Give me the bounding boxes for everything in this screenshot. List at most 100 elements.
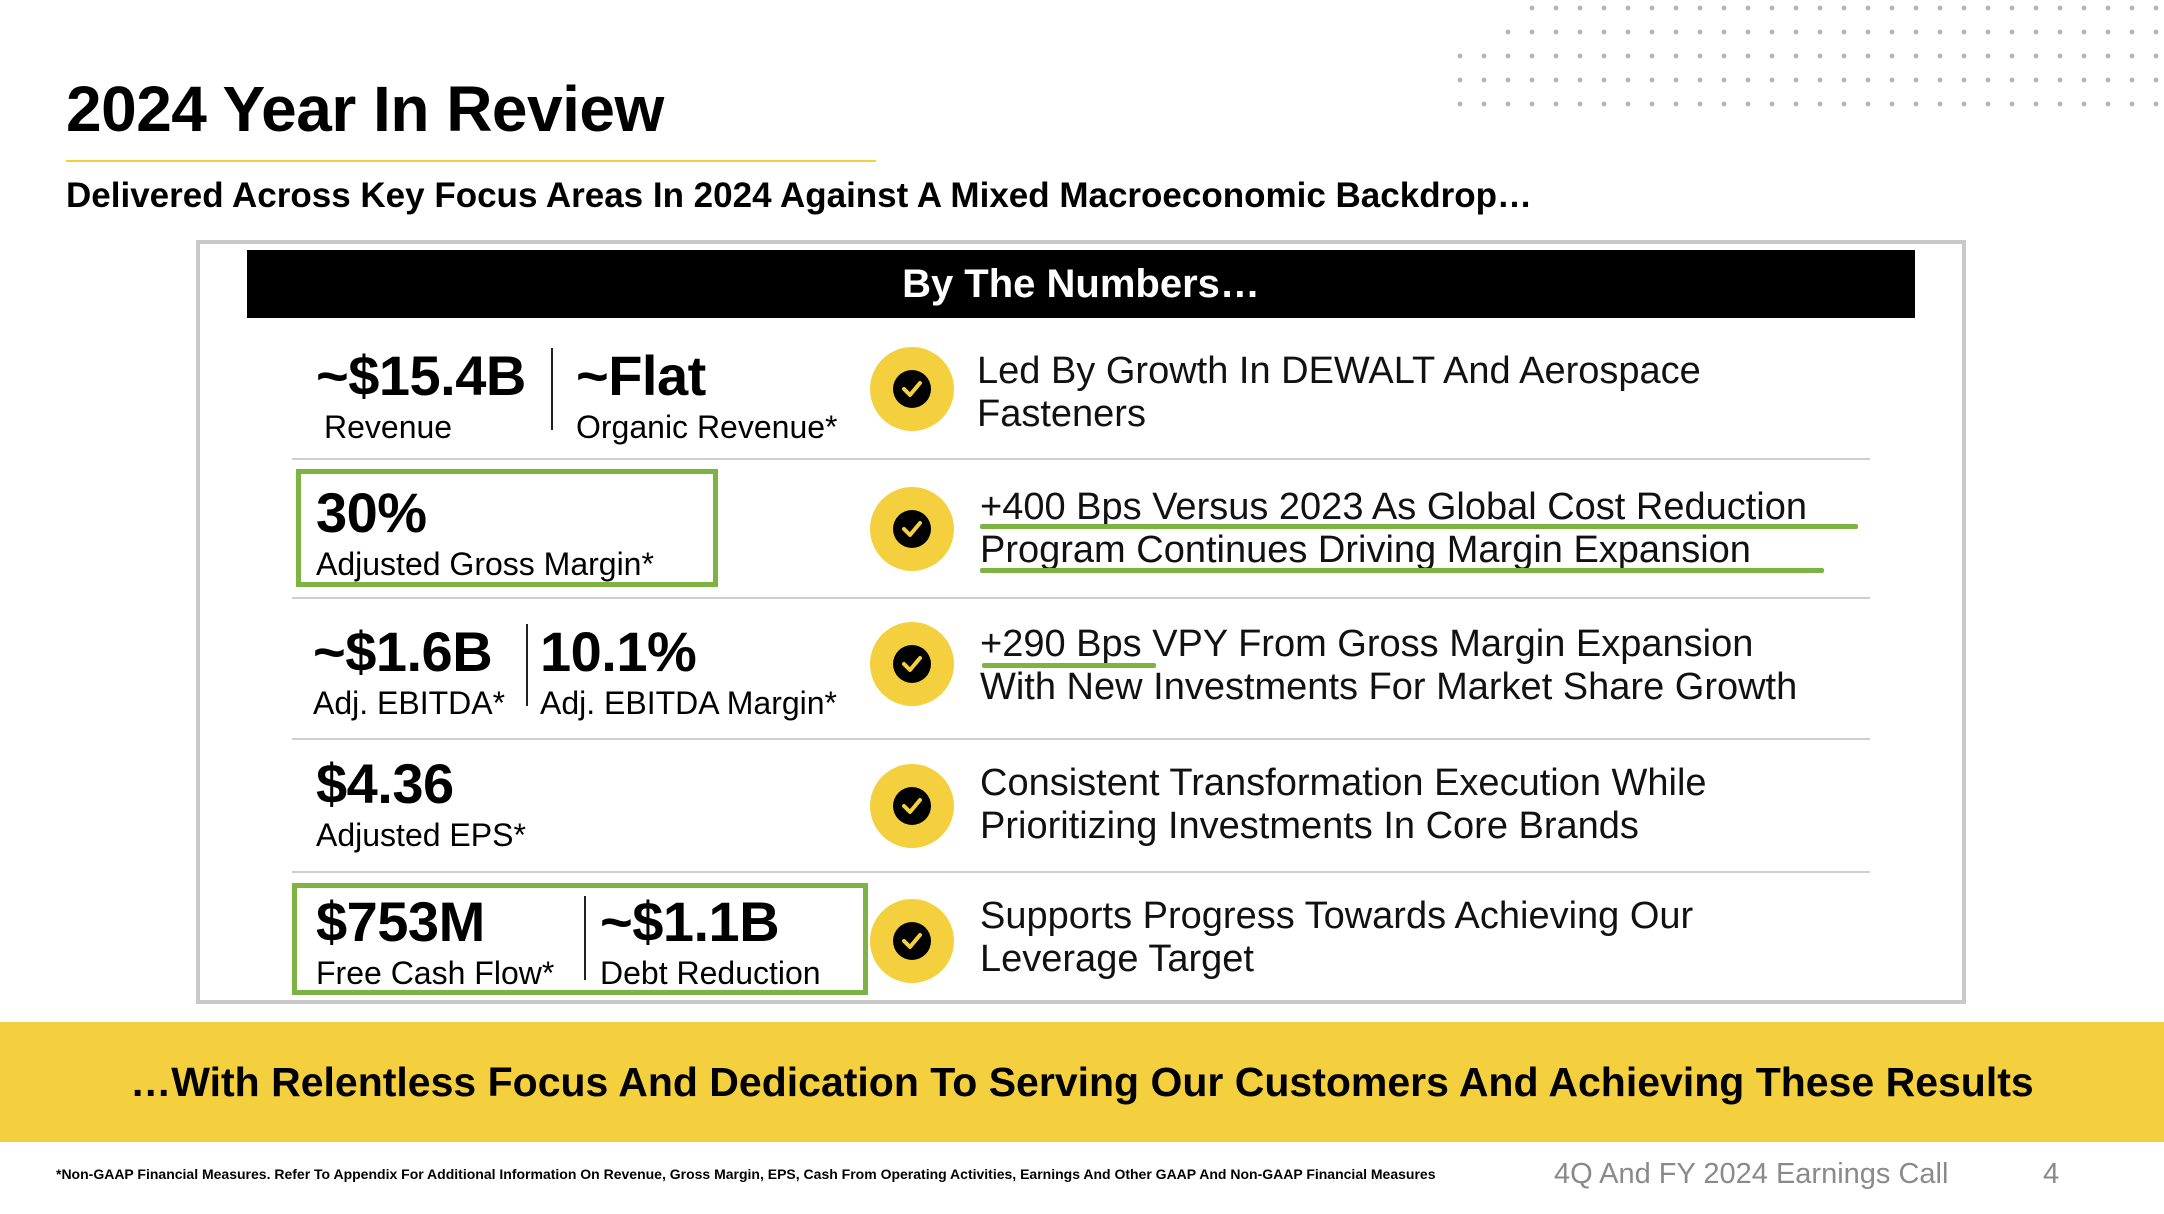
emphasis-underline [980, 568, 1824, 573]
pattern-dot [1865, 101, 1871, 107]
pattern-dot [2105, 29, 2111, 35]
pattern-dot [2033, 101, 2039, 107]
pattern-dot [2057, 53, 2063, 59]
pattern-dot [1649, 5, 1655, 11]
row-separator [292, 458, 1870, 460]
pattern-dot [1985, 101, 1991, 107]
pattern-dot [2129, 77, 2135, 83]
pattern-dot [1625, 29, 1631, 35]
row-description: Supports Progress Towards Achieving Our … [980, 895, 1694, 980]
pattern-dot [1577, 29, 1583, 35]
metric-label: Adjusted Gross Margin* [316, 546, 654, 582]
pattern-dot [1721, 53, 1727, 59]
pattern-dot [1649, 101, 1655, 107]
pattern-dot [1601, 53, 1607, 59]
metric-revenue: ~$15.4B Revenue [316, 348, 526, 445]
emphasis-underline [982, 663, 1156, 668]
pattern-dot [1913, 29, 1919, 35]
pattern-dot [2081, 77, 2087, 83]
pattern-dot [1625, 101, 1631, 107]
pattern-dot [1457, 53, 1463, 59]
pattern-dot [1865, 5, 1871, 11]
pattern-dot [1745, 101, 1751, 107]
check-circle-icon [870, 487, 954, 571]
pattern-dot [1985, 77, 1991, 83]
pattern-dot [1721, 77, 1727, 83]
row-separator [292, 871, 1870, 873]
pattern-dot [1505, 29, 1511, 35]
pattern-dot [1769, 53, 1775, 59]
pattern-dot [1793, 29, 1799, 35]
pattern-dot [2009, 53, 2015, 59]
pattern-dot [1889, 29, 1895, 35]
metric-label: Revenue [324, 409, 453, 445]
pattern-dot [1913, 53, 1919, 59]
pattern-dot [1985, 29, 1991, 35]
pattern-dot [1601, 5, 1607, 11]
metric-free-cash-flow: $753M Free Cash Flow* [316, 894, 554, 991]
pattern-dot [1529, 5, 1535, 11]
pattern-dot [1553, 53, 1559, 59]
metric-value: $4.36 [316, 752, 454, 815]
pattern-dot [1601, 77, 1607, 83]
metric-label: Debt Reduction [600, 955, 821, 991]
pattern-dot [1793, 77, 1799, 83]
pattern-dot [2153, 77, 2159, 83]
pattern-dot [1841, 5, 1847, 11]
pattern-dot [2129, 29, 2135, 35]
pattern-dot [1529, 101, 1535, 107]
pattern-dot [1817, 5, 1823, 11]
pattern-dot [1673, 53, 1679, 59]
pattern-dot [1529, 53, 1535, 59]
pattern-dot [2105, 53, 2111, 59]
pattern-dot [2153, 5, 2159, 11]
metric-divider [584, 896, 586, 980]
pattern-dot [1649, 77, 1655, 83]
metric-divider [551, 348, 553, 430]
metric-adj-ebitda: ~$1.6B Adj. EBITDA* [313, 624, 505, 721]
pattern-dot [1889, 53, 1895, 59]
pattern-dot [1793, 5, 1799, 11]
pattern-dot [1673, 77, 1679, 83]
pattern-dot [1625, 53, 1631, 59]
metric-label: Adj. EBITDA* [313, 685, 506, 721]
event-name: 4Q And FY 2024 Earnings Call [1554, 1158, 1949, 1190]
page-title: 2024 Year In Review [66, 73, 664, 145]
pattern-dot [1553, 29, 1559, 35]
pattern-dot [1697, 53, 1703, 59]
pattern-dot [2009, 29, 2015, 35]
pattern-dot [1961, 101, 1967, 107]
pattern-dot [1913, 77, 1919, 83]
pattern-dot [1961, 29, 1967, 35]
row-description: +290 Bps VPY From Gross Margin Expansion… [980, 623, 1798, 708]
pattern-dot [1937, 29, 1943, 35]
metric-value: ~Flat [576, 344, 706, 407]
pattern-dot [1481, 77, 1487, 83]
footnote: *Non-GAAP Financial Measures. Refer To A… [56, 1166, 1436, 1182]
pattern-dot [1457, 77, 1463, 83]
pattern-dot [1697, 77, 1703, 83]
metric-value: 10.1% [540, 620, 697, 683]
pattern-dot [2105, 5, 2111, 11]
pattern-dot [1937, 77, 1943, 83]
pattern-dot [1505, 53, 1511, 59]
pattern-dot [1745, 29, 1751, 35]
row-description: Led By Growth In DEWALT And Aerospace Fa… [977, 350, 1701, 435]
pattern-dot [1721, 29, 1727, 35]
pattern-dot [1529, 77, 1535, 83]
pattern-dot [2033, 5, 2039, 11]
row-description: +400 Bps Versus 2023 As Global Cost Redu… [980, 486, 1808, 571]
metric-value: ~$15.4B [316, 344, 526, 407]
pattern-dot [1841, 77, 1847, 83]
pattern-dot [2153, 53, 2159, 59]
pattern-dot [1673, 5, 1679, 11]
pattern-dot [2057, 29, 2063, 35]
pattern-dot [1889, 77, 1895, 83]
metric-debt-reduction: ~$1.1B Debt Reduction [600, 894, 821, 991]
pattern-dot [2081, 5, 2087, 11]
metric-value: 30% [316, 481, 427, 544]
pattern-dot [1673, 29, 1679, 35]
pattern-dot [2105, 77, 2111, 83]
pattern-dot [2009, 77, 2015, 83]
row-description: Consistent Transformation Execution Whil… [980, 762, 1707, 847]
